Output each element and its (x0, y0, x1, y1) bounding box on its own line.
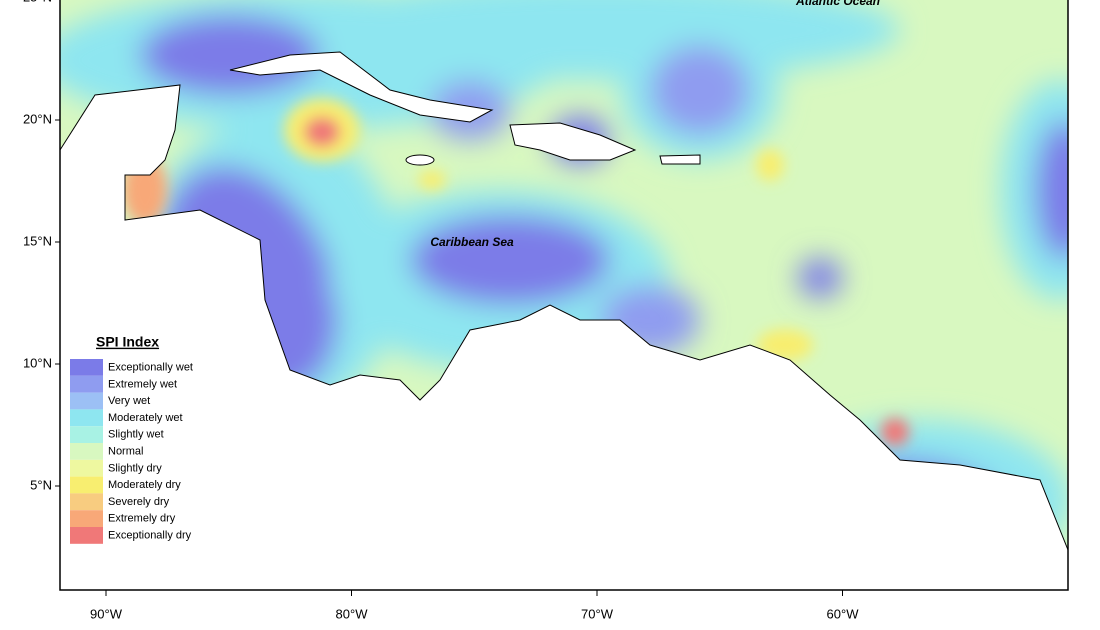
lat-tick-label: 20°N (23, 111, 52, 126)
hispaniola (509, 122, 637, 161)
lat-tick-label: 25°N (23, 0, 52, 4)
legend-swatch (70, 409, 103, 427)
legend: SPI Index Exceptionally wet Extremely wet… (70, 334, 193, 544)
legend-swatch (70, 476, 103, 494)
legend-label: Extremely wet (108, 378, 177, 390)
legend-swatch (70, 527, 103, 544)
legend-swatch (70, 443, 103, 460)
lon-tick-label: 60°W (827, 606, 860, 621)
legend-swatch (70, 426, 103, 443)
place-label: Caribbean Sea (430, 235, 514, 249)
lat-tick-label: 10°N (23, 355, 52, 370)
legend-swatch (70, 493, 103, 511)
legend-label: Exceptionally wet (108, 362, 193, 374)
lon-tick-label: 80°W (336, 606, 369, 621)
legend-title: SPI Index (96, 334, 159, 350)
field (60, 0, 1068, 590)
legend-swatch (70, 359, 103, 376)
puerto-rico (659, 154, 701, 165)
legend-label: Slightly dry (108, 462, 162, 474)
legend-swatch (70, 459, 103, 477)
legend-swatch (70, 375, 103, 393)
lat-tick-label: 15°N (23, 233, 52, 248)
legend-label: Moderately wet (108, 412, 183, 424)
legend-label: Very wet (108, 395, 150, 407)
lat-tick-label: 5°N (30, 477, 52, 492)
legend-label: Slightly wet (108, 429, 164, 441)
legend-swatch (70, 392, 103, 410)
mainland (60, 84, 1068, 590)
lon-tick-label: 70°W (581, 606, 614, 621)
legend-label: Moderately dry (108, 479, 181, 491)
place-label: Atlantic Ocean (795, 0, 880, 8)
legend-label: Exceptionally dry (108, 530, 192, 542)
cuba (229, 51, 494, 123)
jamaica (405, 154, 435, 166)
dry-areas (123, 98, 909, 446)
frame (59, 0, 1069, 591)
legend-label: Normal (108, 446, 143, 458)
legend-swatch (70, 510, 103, 527)
legend-label: Extremely dry (108, 513, 176, 525)
lon-tick-label: 90°W (90, 606, 123, 621)
legend-label: Severely dry (108, 496, 170, 508)
